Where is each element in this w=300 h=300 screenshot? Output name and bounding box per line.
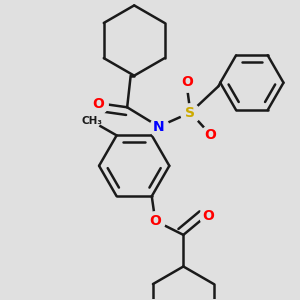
Text: N: N bbox=[153, 120, 165, 134]
Text: O: O bbox=[203, 208, 214, 223]
Text: S: S bbox=[185, 106, 195, 119]
Text: CH₃: CH₃ bbox=[82, 116, 103, 126]
Text: O: O bbox=[181, 75, 193, 89]
Text: O: O bbox=[92, 97, 104, 111]
Text: O: O bbox=[204, 128, 216, 142]
Text: O: O bbox=[149, 214, 161, 228]
